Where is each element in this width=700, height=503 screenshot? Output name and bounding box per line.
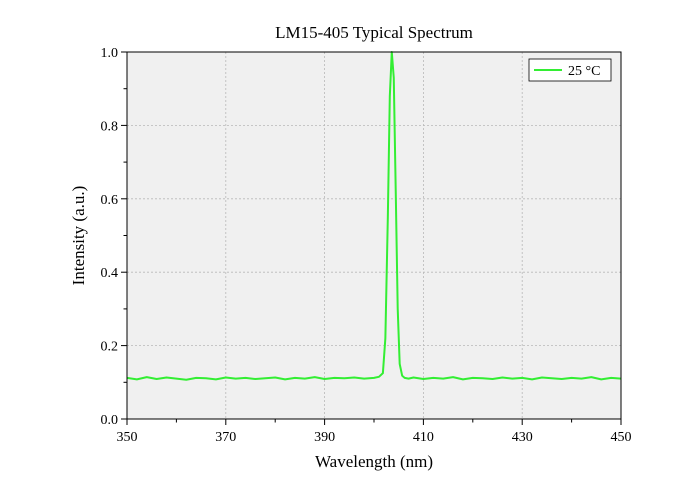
x-tick-label: 350 bbox=[117, 430, 138, 445]
y-tick-label: 0.2 bbox=[101, 340, 119, 355]
y-tick-label: 0.4 bbox=[101, 266, 119, 281]
series-layer bbox=[126, 51, 622, 381]
y-tick-label: 1.0 bbox=[101, 46, 119, 61]
x-tick-label: 450 bbox=[611, 430, 632, 445]
legend: 25 °C bbox=[528, 58, 612, 82]
y-tick-label: 0.0 bbox=[101, 413, 119, 428]
legend-box bbox=[528, 58, 612, 82]
plot-area bbox=[127, 52, 621, 419]
x-axis-label: Wavelength (nm) bbox=[315, 452, 433, 471]
axes: 350 370 390 410 430 450 0.0 0.2 0.4 0.6 0.8 1.0 bbox=[101, 46, 632, 445]
y-tick-label: 0.6 bbox=[101, 193, 119, 208]
x-tick-label: 430 bbox=[512, 430, 533, 445]
x-tick-label: 370 bbox=[215, 430, 236, 445]
y-tick-label: 0.8 bbox=[101, 119, 119, 134]
x-tick-label: 390 bbox=[314, 430, 335, 445]
y-axis-label: Intensity (a.u.) bbox=[69, 186, 88, 286]
x-tick-label: 410 bbox=[413, 430, 434, 445]
grid bbox=[127, 52, 621, 419]
chart-title: LM15-405 Typical Spectrum bbox=[275, 23, 473, 42]
legend-label-25c: 25 °C bbox=[568, 64, 600, 79]
series-line-0 bbox=[126, 51, 622, 381]
